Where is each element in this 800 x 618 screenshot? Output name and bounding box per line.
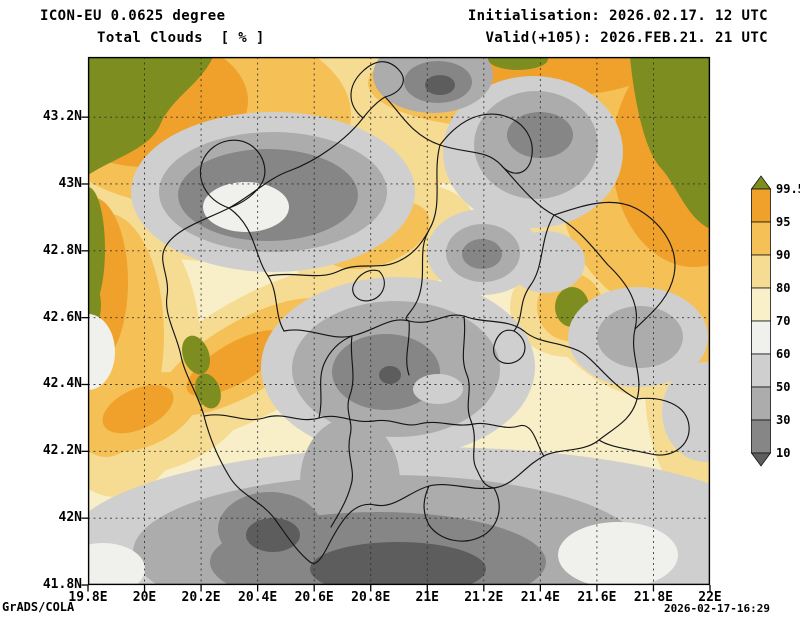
- y-tick-label: 42.6N: [42, 309, 82, 325]
- colorbar: 99.5 95 90 80 70 60 50 30 10: [750, 175, 800, 469]
- x-tick-label: 21.6E: [577, 590, 617, 605]
- colorbar-label: 50: [776, 380, 791, 394]
- y-tick-label: 41.8N: [42, 577, 82, 592]
- x-tick-label: 21.2E: [464, 590, 504, 605]
- creation-timestamp: 2026-02-17-16:29: [664, 602, 770, 615]
- y-tick-label: 43.2N: [42, 109, 82, 125]
- x-tick-label: 20E: [132, 590, 157, 605]
- initialisation-time: Initialisation: 2026.02.17. 12 UTC: [467, 8, 768, 24]
- grads-credit: GrADS/COLA: [2, 600, 75, 614]
- axis-ticks: [81, 116, 711, 592]
- y-tick-label: 43N: [58, 175, 82, 191]
- colorbar-label: 95: [776, 215, 791, 229]
- x-tick-label: 21.4E: [520, 590, 560, 605]
- colorbar-label: 99.5: [776, 182, 800, 196]
- colorbar-label: 10: [776, 446, 791, 460]
- variable-title: Total Clouds [ % ]: [97, 30, 265, 46]
- x-tick-label: 22E: [698, 590, 722, 605]
- x-tick-label: 20.2E: [181, 590, 221, 605]
- y-tick-label: 42N: [58, 510, 82, 526]
- x-tick-label: 20.8E: [351, 590, 391, 605]
- y-tick-label: 42.2N: [42, 443, 82, 459]
- y-tick-label: 42.8N: [42, 242, 82, 258]
- x-tick-label: 21E: [415, 590, 439, 605]
- x-tick-label: 19.8E: [68, 590, 108, 605]
- colorbar-label: 30: [776, 413, 791, 427]
- admin-boundaries: [162, 61, 690, 564]
- y-tick-label: 42.4N: [42, 376, 82, 392]
- cloud-cover-map: [81, 56, 711, 592]
- colorbar-label: 60: [776, 347, 791, 361]
- colorbar-label: 90: [776, 248, 791, 262]
- map-plot: [81, 56, 711, 592]
- x-tick-label: 21.8E: [633, 590, 674, 605]
- x-tick-label: 20.6E: [294, 590, 334, 605]
- colorbar-scale: [750, 175, 772, 467]
- x-tick-label: 20.4E: [238, 590, 278, 605]
- colorbar-label: 70: [776, 314, 791, 328]
- model-title: ICON-EU 0.0625 degree: [40, 8, 226, 24]
- grid-lines: [88, 57, 710, 585]
- colorbar-label: 80: [776, 281, 791, 295]
- map-frame: [87, 56, 711, 586]
- valid-time: Valid(+105): 2026.FEB.21. 21 UTC: [485, 30, 768, 46]
